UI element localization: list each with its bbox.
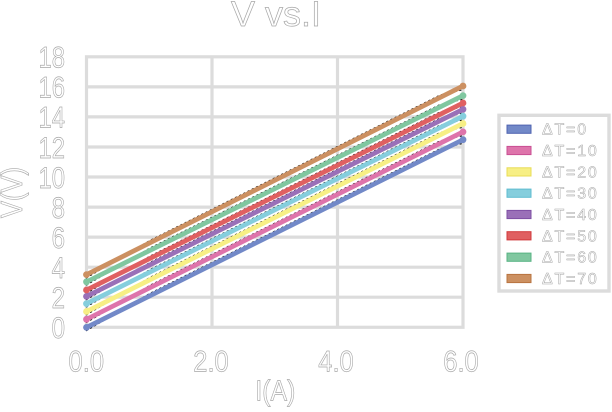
svg-text:ΔT=20: ΔT=20 — [542, 164, 599, 181]
svg-text:ΔT=70: ΔT=70 — [542, 271, 599, 288]
svg-text:0: 0 — [52, 312, 65, 345]
svg-text:14: 14 — [39, 102, 66, 135]
svg-text:6.0: 6.0 — [443, 345, 479, 378]
svg-text:8: 8 — [52, 192, 65, 225]
svg-text:6: 6 — [52, 222, 65, 255]
svg-text:I(A): I(A) — [255, 376, 295, 408]
svg-text:V(V): V(V) — [0, 167, 29, 218]
svg-text:ΔT=50: ΔT=50 — [542, 228, 599, 245]
svg-text:10: 10 — [39, 162, 66, 195]
svg-text:ΔT=40: ΔT=40 — [542, 207, 599, 224]
svg-text:18: 18 — [39, 42, 66, 75]
svg-text:ΔT=60: ΔT=60 — [542, 250, 599, 267]
svg-text:12: 12 — [39, 132, 66, 165]
svg-text:0.0: 0.0 — [69, 345, 105, 378]
svg-text:4.0: 4.0 — [318, 345, 354, 378]
svg-text:16: 16 — [39, 72, 66, 105]
svg-text:4: 4 — [52, 252, 65, 285]
svg-text:ΔT=10: ΔT=10 — [542, 143, 599, 160]
svg-text:2.0: 2.0 — [193, 345, 229, 378]
svg-text:2: 2 — [52, 282, 65, 315]
svg-text:ΔT=30: ΔT=30 — [542, 186, 599, 203]
svg-text:ΔT=0: ΔT=0 — [542, 122, 588, 139]
svg-text:V vs.I: V vs.I — [231, 0, 321, 34]
